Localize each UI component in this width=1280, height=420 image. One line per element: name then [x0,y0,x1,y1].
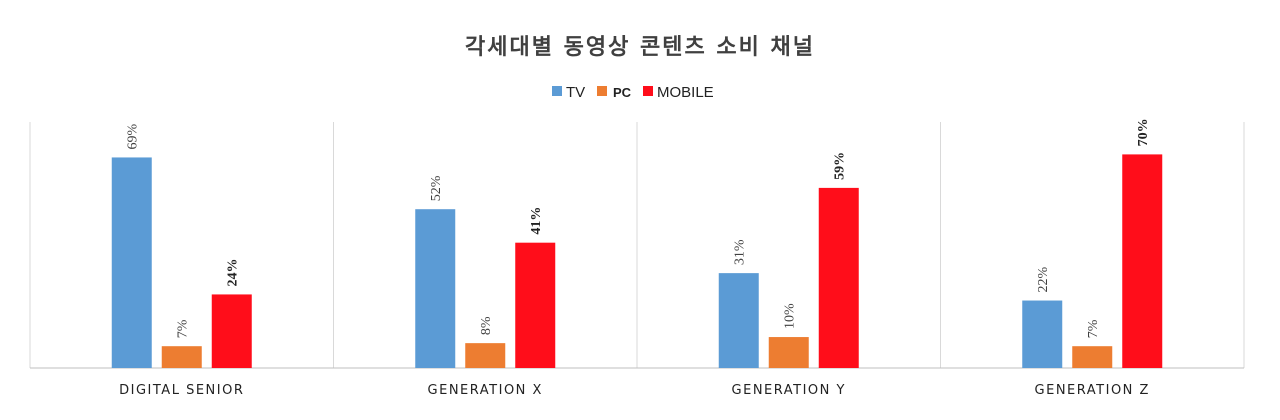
chart-title: 각세대별 동영상 콘텐츠 소비 채널 [465,35,815,60]
data-label-mobile: 70% [1136,118,1151,146]
data-label-tv: 31% [733,239,748,265]
bar-mobile [1122,154,1163,368]
bar-pc [1072,346,1113,368]
bar-pc [768,337,809,368]
legend-swatch-pc [597,86,607,96]
bar-tv [718,273,759,368]
data-label-tv: 22% [1036,267,1051,293]
legend-label-mobile: MOBILE [657,84,714,101]
bar-mobile [515,242,556,368]
category-label: GENERATION Y [732,383,846,398]
bar-mobile [211,294,252,368]
plot-area: 69% 7% 24% DIGITAL SENIOR 52% 8% 41% GENERATION… [29,118,1245,398]
data-label-pc: 7% [1086,319,1101,338]
data-label-mobile: 24% [226,258,241,286]
bar-tv [111,157,152,368]
data-label-pc: 7% [176,319,191,338]
legend-label-pc: PC [613,85,632,100]
category-label: DIGITAL SENIOR [119,383,244,398]
legend-swatch-tv [552,86,562,96]
bar-pc [465,343,506,368]
data-label-mobile: 59% [833,152,848,180]
bar-mobile [818,187,859,368]
legend: TV PC MOBILE [552,84,714,101]
bar-tv [1022,300,1063,368]
legend-label-tv: TV [566,84,585,101]
data-label-pc: 10% [783,303,798,329]
data-label-tv: 69% [126,123,141,149]
bar-pc [161,346,202,368]
bar-tv [415,209,456,368]
data-label-pc: 8% [479,316,494,335]
category-label: GENERATION X [428,383,543,398]
legend-swatch-mobile [643,86,653,96]
data-label-tv: 52% [429,175,444,201]
data-label-mobile: 41% [529,207,544,235]
category-label: GENERATION Z [1035,383,1150,398]
